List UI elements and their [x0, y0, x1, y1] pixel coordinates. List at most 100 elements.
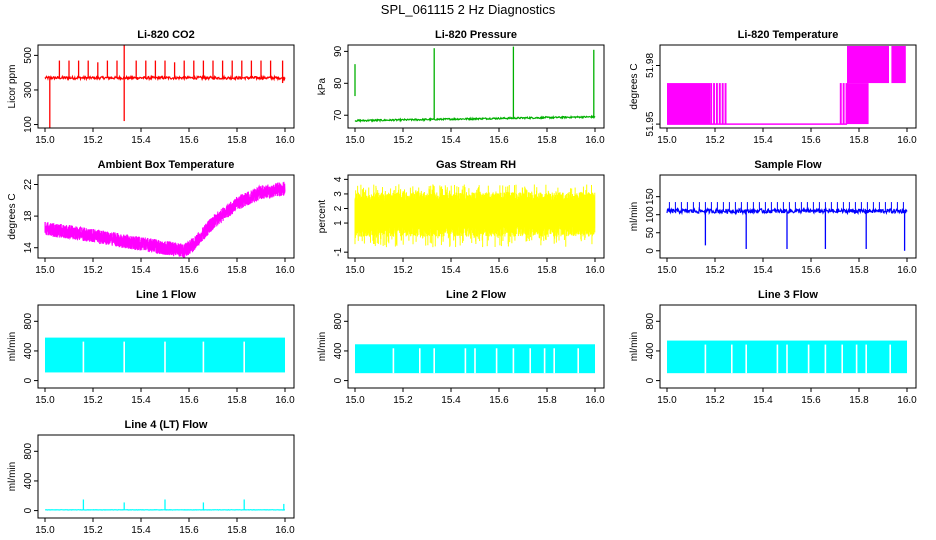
y-axis-label: percent: [317, 200, 328, 234]
x-tick-label: 15.0: [35, 265, 55, 276]
figure-title: SPL_061115 2 Hz Diagnostics: [380, 2, 556, 17]
x-tick-label: 16.0: [585, 135, 605, 146]
plot-frame: [659, 174, 917, 259]
x-tick-label: 15.6: [489, 395, 509, 406]
x-tick-label: 15.6: [801, 265, 821, 276]
x-tick-label: 15.4: [441, 135, 461, 146]
x-tick-label: 15.2: [705, 395, 725, 406]
y-tick-label: 150: [645, 188, 656, 205]
x-tick-label: 15.8: [227, 135, 247, 146]
x-tick-label: 16.0: [585, 265, 605, 276]
y-tick-label: 0: [23, 507, 34, 513]
y-tick-label: 90: [333, 45, 344, 57]
x-tick-label: 15.2: [393, 135, 413, 146]
x-tick-label: 15.4: [131, 135, 151, 146]
x-tick-label: 15.4: [753, 135, 773, 146]
series-pressure: [354, 46, 596, 123]
temp-band: [839, 83, 842, 125]
x-tick-label: 15.0: [345, 265, 365, 276]
panel-title: Li-820 CO2: [137, 29, 194, 41]
y-axis-label: kPa: [317, 77, 328, 95]
panel-line1: Line 1 Flow 15.0 15.2 15.4 15.6 15.8 16.0 0 400 8…: [7, 289, 295, 406]
x-tick-label: 15.0: [345, 395, 365, 406]
x-tick-label: 15.4: [441, 395, 461, 406]
series-sample: [666, 202, 908, 251]
x-tick-label: 15.4: [441, 265, 461, 276]
x-tick-label: 15.8: [849, 395, 869, 406]
x-tick-label: 16.0: [275, 135, 295, 146]
temp-band: [713, 83, 715, 125]
x-tick-label: 15.6: [179, 395, 199, 406]
temp-band: [845, 83, 848, 125]
y-axis-label: degrees C: [7, 193, 18, 239]
panel-sample: Sample Flow 15.0 15.2 15.4 15.6 15.8 16.0 0 50 10…: [629, 159, 917, 276]
x-tick-label: 15.6: [489, 265, 509, 276]
y-tick-label: 800: [645, 313, 656, 330]
panel-line2: Line 2 Flow 15.0 15.2 15.4 15.6 15.8 16.0 0 400 8…: [317, 289, 605, 406]
plot-frame: [37, 304, 295, 389]
x-tick-label: 15.0: [345, 135, 365, 146]
temp-band: [847, 45, 889, 84]
y-tick-label: 300: [23, 81, 34, 98]
x-tick-label: 16.0: [897, 265, 917, 276]
y-tick-label: 100: [23, 116, 34, 133]
x-tick-label: 15.6: [179, 265, 199, 276]
x-tick-label: 15.0: [35, 135, 55, 146]
x-tick-label: 15.8: [849, 135, 869, 146]
x-tick-label: 15.0: [35, 525, 55, 536]
temp-band: [891, 45, 906, 84]
y-tick-label: -1: [333, 247, 344, 256]
x-tick-label: 15.2: [83, 525, 103, 536]
y-tick-label: 51.95: [645, 111, 656, 136]
x-tick-label: 15.6: [801, 135, 821, 146]
y-tick-label: 1: [333, 220, 344, 226]
plot-frame: [347, 174, 605, 259]
y-tick-label: 0: [333, 377, 344, 383]
x-tick-label: 15.2: [393, 395, 413, 406]
y-tick-label: 50: [645, 227, 656, 239]
y-tick-label: 0: [23, 377, 34, 383]
y-tick-label: 800: [23, 443, 34, 460]
panel-temp: Li-820 Temperature 15.0 15.2 15.4 15.6 15.8 16…: [629, 29, 917, 146]
plot-frame: [659, 304, 917, 389]
x-tick-label: 15.8: [537, 135, 557, 146]
temp-band: [724, 83, 727, 125]
plot-frame: [659, 44, 917, 129]
y-axis-label: Licor ppm: [7, 65, 18, 109]
series-line2: [355, 344, 595, 374]
temp-band: [715, 83, 718, 125]
panel-title: Line 1 Flow: [136, 289, 196, 301]
x-tick-label: 15.2: [705, 265, 725, 276]
x-tick-label: 15.4: [753, 265, 773, 276]
series-ambient: [44, 181, 286, 258]
temp-band: [667, 83, 711, 125]
y-tick-label: 400: [333, 342, 344, 359]
temp-band: [842, 83, 845, 125]
x-tick-label: 15.6: [179, 525, 199, 536]
temp-band: [710, 83, 713, 125]
series-line3: [667, 340, 907, 374]
x-tick-label: 15.0: [657, 265, 677, 276]
x-tick-label: 15.2: [705, 135, 725, 146]
x-tick-label: 15.8: [849, 265, 869, 276]
x-tick-label: 16.0: [275, 395, 295, 406]
y-tick-label: 500: [23, 47, 34, 64]
panel-rh: Gas Stream RH 15.0 15.2 15.4 15.6 15.8 16.0 -1 1…: [317, 159, 605, 276]
y-tick-label: 70: [333, 109, 344, 121]
series-line4: [45, 499, 285, 511]
panel-pressure: Li-820 Pressure 15.0 15.2 15.4 15.6 15.8 16.0 7…: [317, 29, 605, 146]
plot-frame: [37, 44, 295, 129]
y-tick-label: 400: [23, 472, 34, 489]
x-tick-label: 16.0: [897, 135, 917, 146]
x-tick-label: 16.0: [275, 525, 295, 536]
x-tick-label: 15.2: [83, 135, 103, 146]
panel-title: Gas Stream RH: [436, 159, 516, 171]
y-axis-label: ml/min: [317, 332, 328, 361]
y-axis-label: ml/min: [7, 332, 18, 361]
y-tick-label: 4: [333, 176, 344, 182]
series-line1: [45, 337, 285, 373]
x-tick-label: 15.4: [131, 395, 151, 406]
x-tick-label: 15.4: [131, 525, 151, 536]
y-tick-label: 800: [333, 313, 344, 330]
x-tick-label: 16.0: [275, 265, 295, 276]
